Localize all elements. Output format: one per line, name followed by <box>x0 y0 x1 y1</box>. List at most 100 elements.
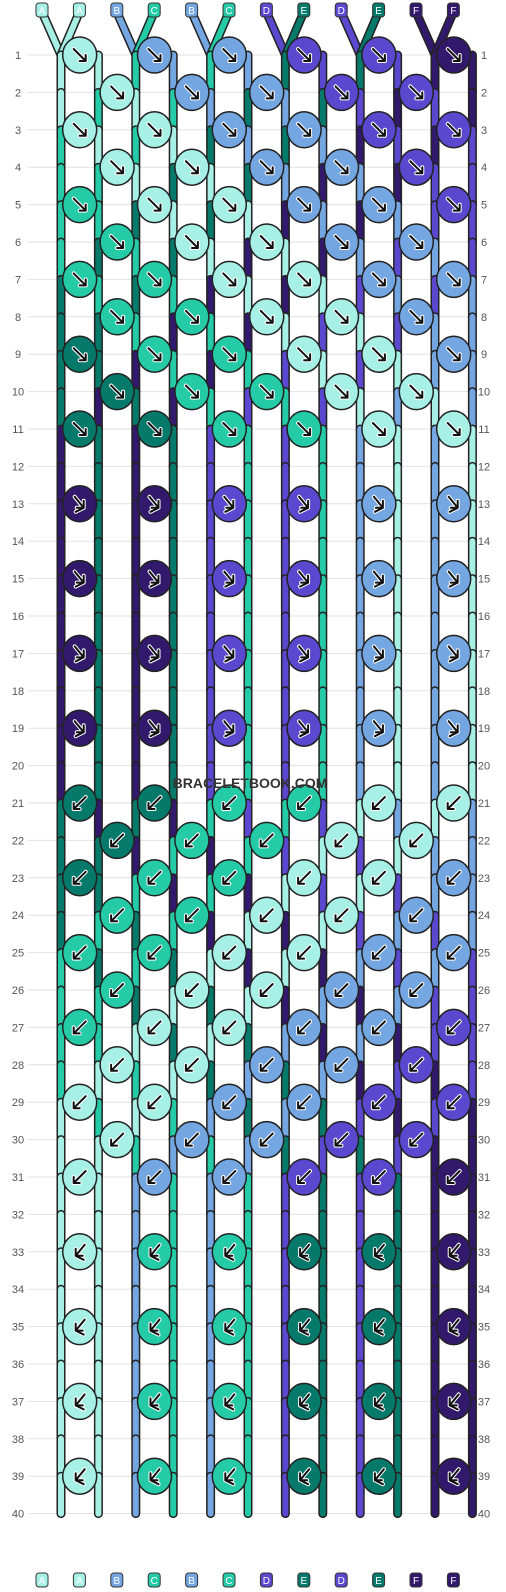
knot-arrow-icon <box>72 272 87 287</box>
knot-arrow-icon <box>147 1095 162 1110</box>
string-label-bottom: C <box>225 1576 232 1587</box>
string-label-bottom-swatch <box>72 1572 86 1588</box>
knot <box>248 821 285 860</box>
knot <box>361 1008 397 1047</box>
row-label-right: 9 <box>481 349 487 361</box>
knot <box>435 559 472 598</box>
knot-arrow-icon <box>298 570 310 588</box>
knot-arrow-icon <box>297 122 312 137</box>
row-label-right: 1 <box>481 50 487 62</box>
knot-arrow-icon <box>259 235 274 249</box>
knot <box>248 223 285 261</box>
string-label-top-swatch <box>72 2 86 18</box>
row-label-left: 7 <box>15 274 21 286</box>
knot <box>136 1008 173 1047</box>
knot <box>174 1046 210 1084</box>
row-label-left: 23 <box>12 873 24 885</box>
row-label-right: 34 <box>478 1284 490 1296</box>
knot-arrow-icon <box>409 309 424 324</box>
row-label-right: 18 <box>478 686 490 698</box>
row-label-right: 20 <box>478 761 490 773</box>
string-label-bottom: D <box>263 1576 270 1587</box>
row-label-right: 29 <box>478 1097 490 1109</box>
knot-arrow-icon <box>184 1057 199 1072</box>
knot-arrow-icon <box>448 1393 460 1411</box>
string-label-bottom: A <box>39 1576 46 1587</box>
knot-arrow-icon <box>147 48 162 62</box>
knot <box>435 1083 472 1121</box>
string-label-top-swatch <box>185 2 199 18</box>
row-label-right: 13 <box>478 499 490 511</box>
string-label-bottom-swatch <box>259 1572 273 1588</box>
row-label-right: 15 <box>478 574 490 586</box>
knot-arrow-icon <box>184 235 199 249</box>
row-label-left: 15 <box>12 574 24 586</box>
knot <box>61 1083 98 1121</box>
knot <box>361 559 397 598</box>
knot <box>361 784 397 822</box>
row-label-left: 13 <box>12 499 24 511</box>
knot <box>248 298 285 336</box>
knot-arrow-icon <box>184 384 199 399</box>
string-label-bottom: A <box>76 1576 83 1587</box>
knot-arrow-icon <box>371 796 386 810</box>
row-label-left: 39 <box>12 1471 24 1483</box>
knot <box>435 335 472 373</box>
knot-arrow-icon <box>222 1170 237 1184</box>
row-label-right: 8 <box>481 312 487 324</box>
knot-arrow-icon <box>147 870 162 885</box>
knot <box>211 933 248 972</box>
knot <box>99 298 135 336</box>
string-label-top: A <box>76 6 83 17</box>
knot-arrow-icon <box>297 422 312 436</box>
knot-arrow-icon <box>373 1393 385 1411</box>
knot-arrow-icon <box>72 197 87 212</box>
knot <box>174 896 210 934</box>
knot-arrow-icon <box>259 309 274 324</box>
knot <box>211 1457 248 1495</box>
knot-arrow-icon <box>372 495 384 513</box>
row-label-right: 4 <box>481 162 487 174</box>
knot-arrow-icon <box>371 48 386 62</box>
row-label-right: 16 <box>478 611 490 623</box>
knot-arrow-icon <box>446 197 461 212</box>
knot-arrow-icon <box>334 1057 349 1072</box>
string-label-top: B <box>188 6 195 17</box>
knot-arrow-icon <box>371 272 386 287</box>
knot <box>323 298 360 336</box>
knot <box>174 148 210 186</box>
knot-arrow-icon <box>222 870 237 885</box>
knot <box>361 1083 397 1121</box>
string-label-top: F <box>413 6 419 17</box>
knot-arrow-icon <box>184 983 199 997</box>
knot-arrow-icon <box>72 796 87 810</box>
knot <box>211 709 248 747</box>
knot <box>211 784 248 822</box>
row-label-left: 31 <box>12 1172 24 1184</box>
knot-arrow-icon <box>147 945 162 960</box>
knot-arrow-icon <box>222 945 237 960</box>
knot <box>361 36 397 74</box>
knot <box>174 73 210 112</box>
knot <box>99 1120 135 1159</box>
knot-arrow-icon <box>334 833 349 848</box>
knot <box>99 73 135 112</box>
knot-arrow-icon <box>72 1095 87 1110</box>
row-label-left: 29 <box>12 1097 24 1109</box>
knot-arrow-icon <box>334 85 349 100</box>
knot-arrow-icon <box>297 1020 312 1035</box>
knot-arrow-icon <box>409 983 424 997</box>
knot <box>435 111 472 149</box>
knot <box>136 185 173 224</box>
row-label-left: 17 <box>12 648 24 660</box>
knot <box>61 111 98 149</box>
knot-arrow-icon <box>371 1095 386 1110</box>
knot <box>286 1083 322 1121</box>
row-label-right: 21 <box>478 798 490 810</box>
knot <box>174 372 210 411</box>
knot-arrow-icon <box>74 1468 86 1486</box>
knot <box>398 1046 435 1084</box>
knot <box>99 223 135 261</box>
knot <box>435 1307 472 1346</box>
knot-arrow-icon <box>259 1132 274 1147</box>
